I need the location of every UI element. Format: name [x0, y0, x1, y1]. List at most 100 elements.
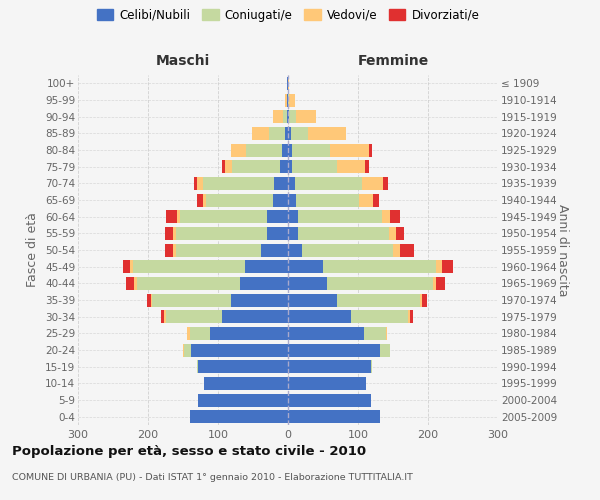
Bar [288, 160, 292, 173]
Text: Maschi: Maschi [156, 54, 210, 68]
Y-axis label: Anni di nascita: Anni di nascita [556, 204, 569, 296]
Bar [184, 344, 191, 356]
Bar [288, 194, 296, 206]
Text: Popolazione per età, sesso e stato civile - 2010: Popolazione per età, sesso e stato civil… [12, 445, 366, 458]
Bar [288, 227, 298, 240]
Bar [288, 294, 337, 306]
Bar [365, 160, 368, 173]
Bar [371, 360, 372, 373]
Bar [193, 177, 197, 190]
Bar [364, 327, 386, 340]
Bar [442, 260, 452, 273]
Bar [176, 227, 267, 240]
Bar [134, 277, 137, 290]
Bar [161, 310, 164, 323]
Bar [176, 244, 262, 256]
Bar [179, 210, 267, 223]
Bar [262, 244, 288, 256]
Bar [323, 260, 436, 273]
Bar [280, 160, 288, 173]
Bar [288, 210, 298, 223]
Bar [137, 277, 241, 290]
Bar [130, 260, 133, 273]
Bar [230, 144, 246, 156]
Bar [272, 110, 283, 123]
Bar [288, 77, 289, 90]
Legend: Celibi/Nubili, Coniugati/e, Vedovi/e, Divorziati/e: Celibi/Nubili, Coniugati/e, Vedovi/e, Di… [92, 4, 484, 26]
Bar [230, 294, 288, 306]
Bar [267, 227, 288, 240]
Bar [187, 327, 190, 340]
Bar [225, 160, 232, 173]
Bar [368, 144, 372, 156]
Bar [288, 410, 380, 423]
Bar [396, 227, 404, 240]
Bar [296, 194, 359, 206]
Bar [206, 194, 272, 206]
Bar [288, 260, 323, 273]
Bar [361, 177, 383, 190]
Bar [133, 260, 245, 273]
Bar [272, 194, 288, 206]
Bar [288, 144, 292, 156]
Bar [241, 277, 288, 290]
Bar [433, 277, 436, 290]
Bar [125, 277, 134, 290]
Bar [298, 210, 382, 223]
Bar [292, 160, 337, 173]
Bar [422, 294, 427, 306]
Bar [221, 310, 288, 323]
Bar [393, 244, 400, 256]
Bar [288, 310, 351, 323]
Bar [165, 244, 173, 256]
Bar [183, 344, 184, 356]
Bar [330, 144, 368, 156]
Bar [197, 194, 203, 206]
Bar [400, 244, 414, 256]
Bar [295, 177, 361, 190]
Bar [267, 210, 288, 223]
Bar [284, 94, 287, 106]
Bar [289, 110, 296, 123]
Bar [296, 110, 316, 123]
Bar [251, 127, 269, 140]
Bar [197, 177, 203, 190]
Bar [165, 227, 173, 240]
Bar [288, 110, 289, 123]
Bar [190, 410, 288, 423]
Bar [298, 227, 389, 240]
Bar [390, 210, 400, 223]
Bar [373, 194, 379, 206]
Bar [245, 260, 288, 273]
Bar [284, 127, 288, 140]
Bar [287, 94, 288, 106]
Bar [190, 327, 209, 340]
Bar [269, 127, 284, 140]
Bar [292, 144, 330, 156]
Y-axis label: Fasce di età: Fasce di età [26, 212, 40, 288]
Bar [203, 177, 274, 190]
Bar [199, 394, 288, 406]
Bar [386, 327, 388, 340]
Bar [151, 294, 152, 306]
Bar [283, 144, 288, 156]
Bar [232, 160, 280, 173]
Bar [164, 310, 166, 323]
Bar [173, 244, 176, 256]
Bar [287, 77, 288, 90]
Bar [274, 177, 288, 190]
Bar [287, 110, 288, 123]
Bar [383, 177, 388, 190]
Bar [436, 277, 445, 290]
Bar [176, 210, 179, 223]
Bar [123, 260, 130, 273]
Bar [166, 210, 176, 223]
Bar [221, 160, 225, 173]
Bar [288, 94, 289, 106]
Bar [283, 110, 287, 123]
Bar [288, 244, 302, 256]
Bar [288, 177, 295, 190]
Bar [199, 360, 288, 373]
Bar [410, 310, 413, 323]
Bar [291, 127, 308, 140]
